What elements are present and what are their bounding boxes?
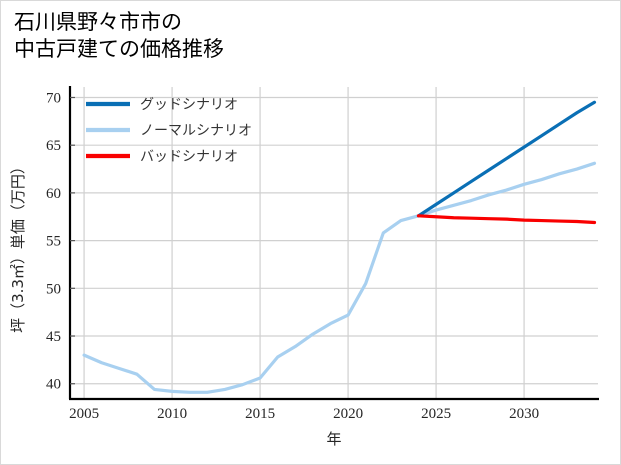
y-tick-label: 50 [46, 281, 61, 297]
title-line-1: 石川県野々市市の [14, 10, 182, 34]
x-tick-label: 2015 [245, 406, 275, 422]
y-tick-label: 45 [46, 329, 61, 345]
x-tick-label: 2025 [421, 406, 451, 422]
title-line-2: 中古戸建ての価格推移 [14, 37, 224, 61]
tick-labels-group: 40 45 50 55 60 65 70 2005 2010 2015 2020 2025 2030 [46, 90, 539, 422]
x-tick-label: 2010 [157, 406, 187, 422]
y-tick-label: 70 [46, 90, 61, 106]
legend-label-0: グッドシナリオ [140, 97, 238, 113]
series-line-バッドシナリオ [416, 214, 597, 225]
x-axis-title: 年 [326, 430, 341, 448]
gridlines-group [70, 87, 598, 399]
y-tick-label: 55 [46, 234, 61, 250]
legend-label-2: バッドシナリオ [140, 149, 238, 165]
y-axis-title: 坪（3.3㎡）単価（万円） [9, 159, 27, 333]
series-group [82, 100, 597, 394]
legend-label-1: ノーマルシナリオ [140, 123, 252, 139]
y-tick-label: 40 [46, 377, 61, 393]
series-line-グッドシナリオ [416, 100, 597, 218]
y-tick-label: 65 [46, 138, 61, 154]
x-tick-label: 2030 [509, 406, 539, 422]
page-title: 石川県野々市市の 中古戸建ての価格推移 [14, 9, 224, 63]
x-tick-label: 2020 [333, 406, 363, 422]
axis-group [68, 86, 599, 401]
y-tick-label: 60 [46, 186, 61, 202]
series-line-ノーマルシナリオ [82, 161, 597, 394]
x-tick-label: 2005 [69, 406, 99, 422]
